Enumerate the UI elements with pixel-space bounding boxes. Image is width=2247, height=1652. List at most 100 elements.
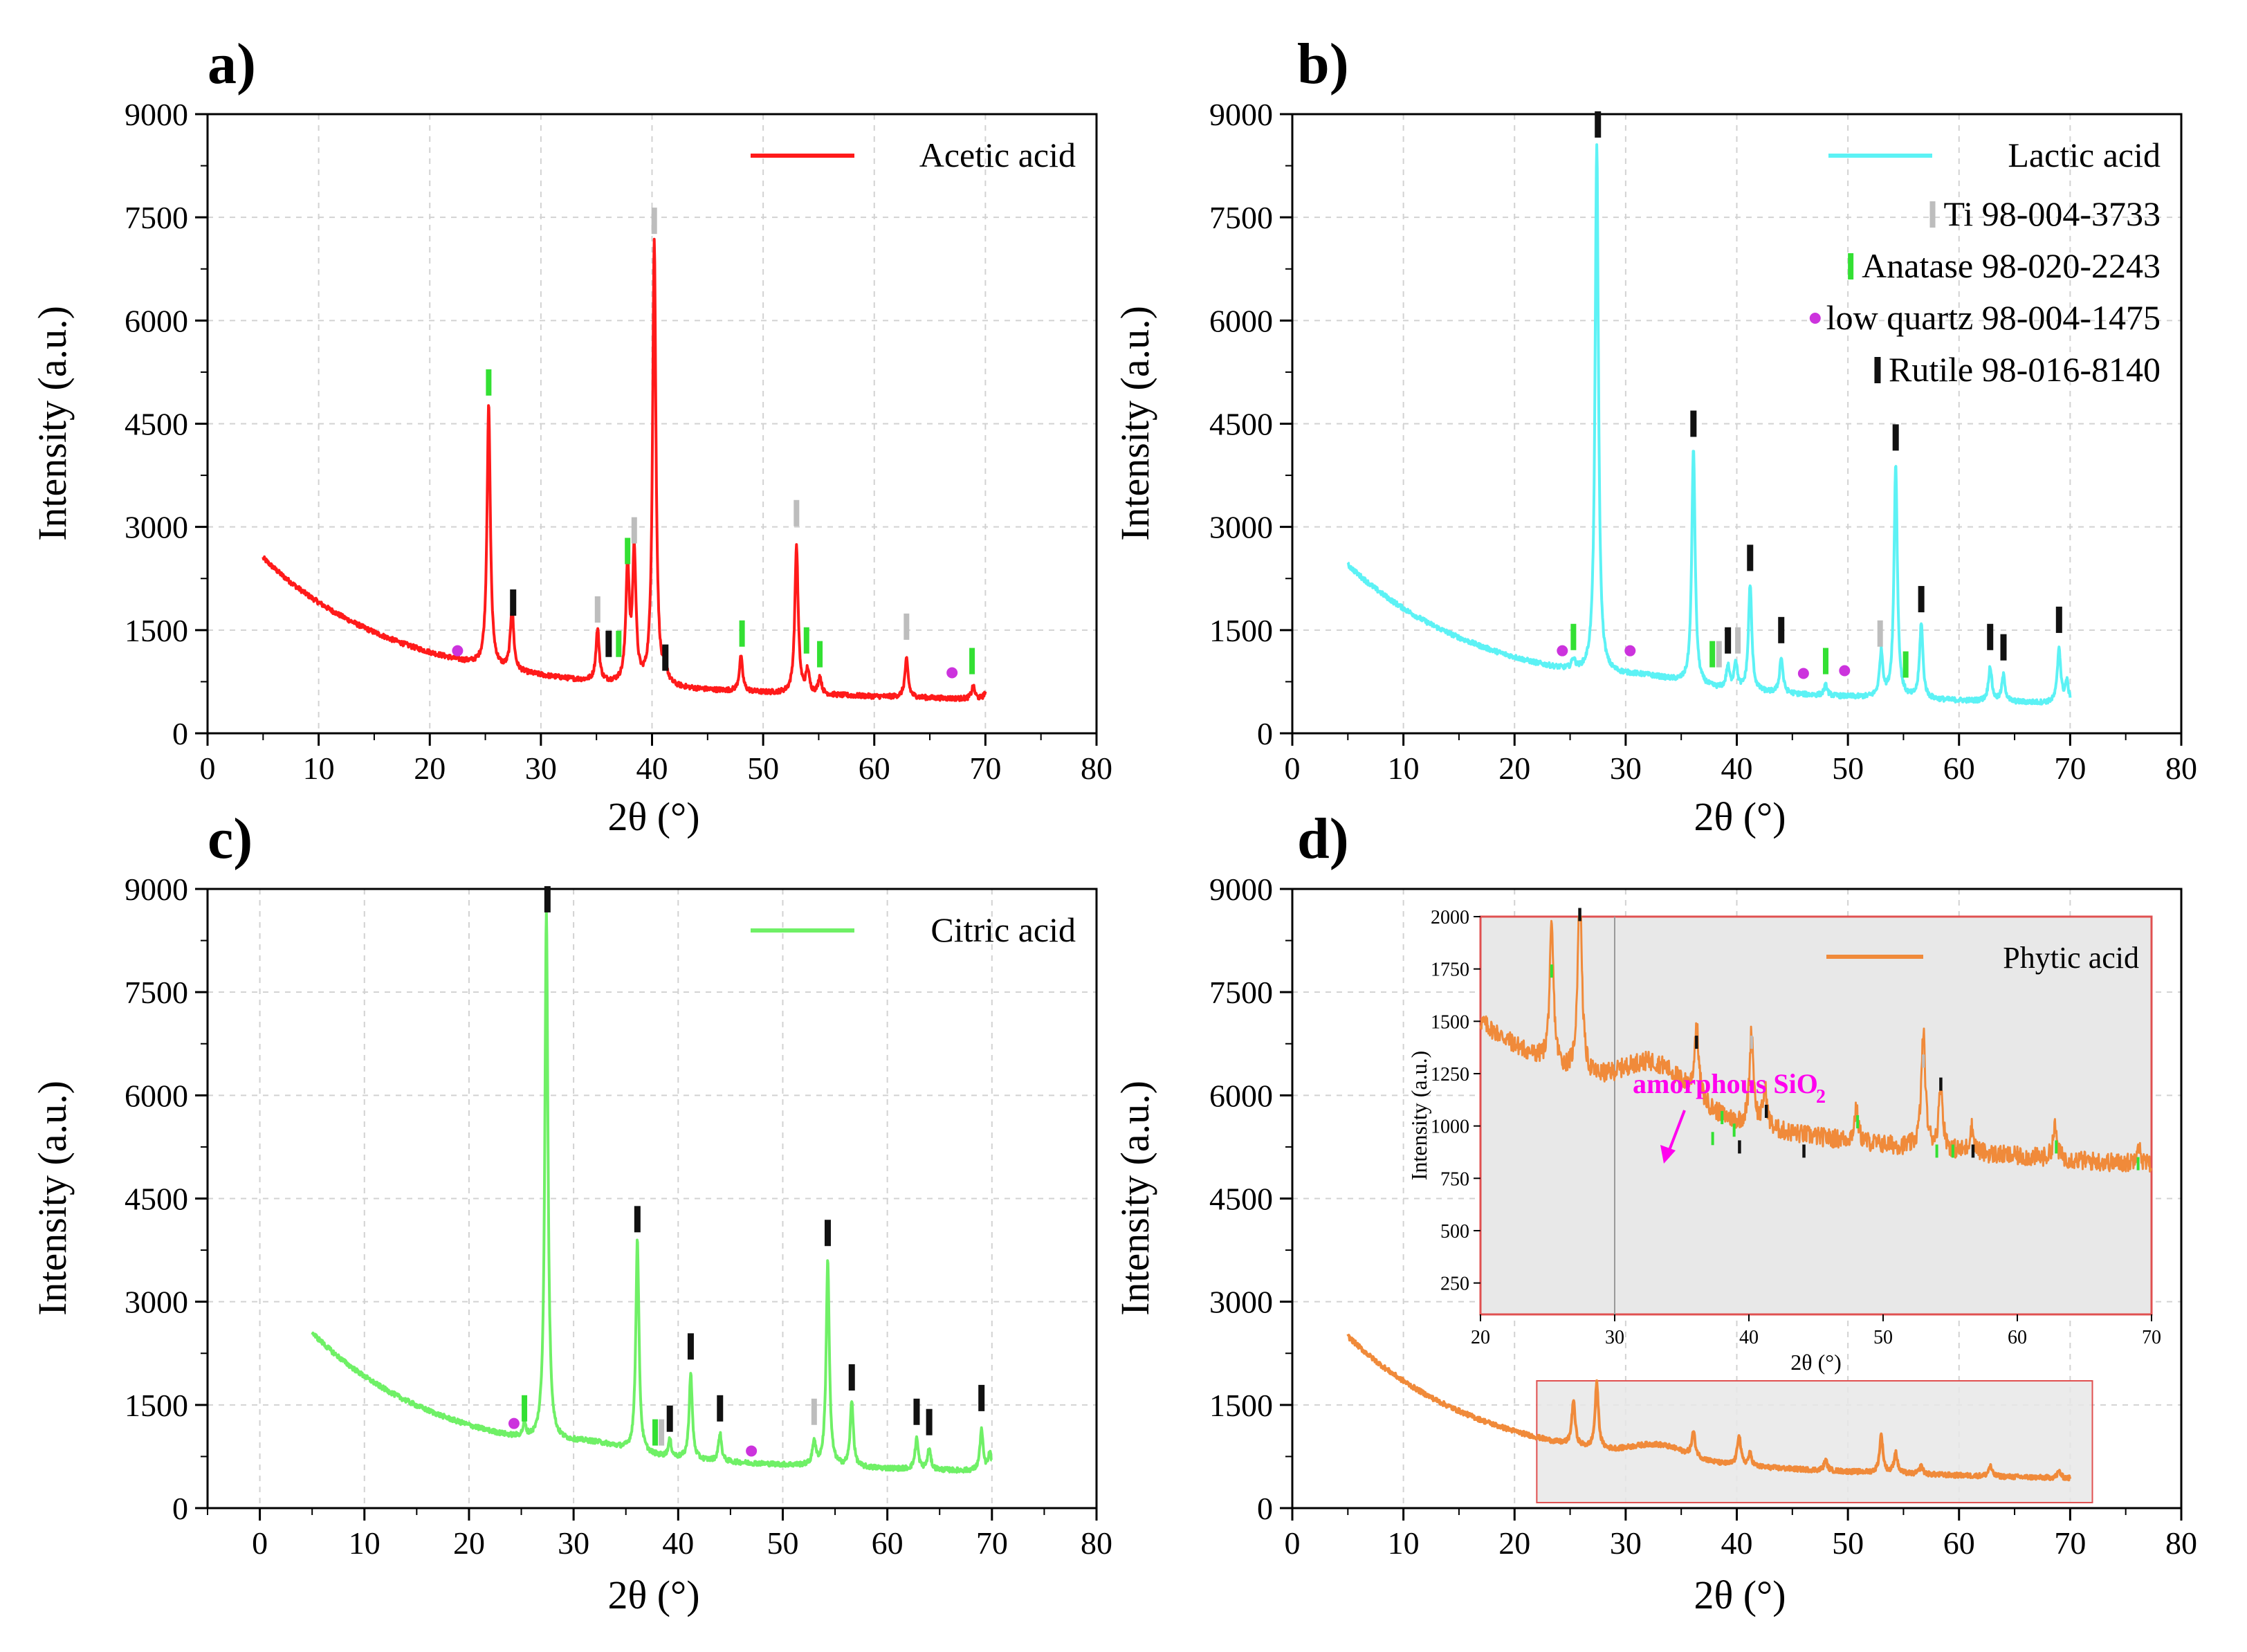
inset-phase-marker-rutile	[1578, 908, 1581, 921]
legend-marker-quartz	[1809, 313, 1821, 324]
annotation-arrow-head	[1660, 1145, 1676, 1164]
phase-marker-quartz	[946, 667, 958, 679]
inset-x-tick-label: 20	[1471, 1327, 1490, 1348]
y-tick-label: 1500	[125, 1388, 188, 1423]
y-tick-label: 0	[172, 716, 188, 751]
phase-marker-quartz	[1797, 668, 1809, 679]
panel-d: d) 0 10 20 30 40 50 60 70 80 0 1500 3000 4500 6000 7500…	[1112, 807, 2197, 1617]
y-tick-label: 3000	[125, 510, 188, 545]
x-tick-label: 20	[1498, 751, 1530, 786]
x-tick-label: 60	[859, 751, 890, 786]
phase-marker-anatase	[1902, 651, 1909, 678]
phase-marker-rutile	[717, 1395, 724, 1422]
x-tick-label: 0	[1285, 1525, 1301, 1561]
y-tick-label: 7500	[1209, 200, 1273, 235]
phase-marker-ti	[904, 613, 910, 640]
phase-marker-rutile	[510, 589, 517, 616]
x-tick-label: 0	[1285, 751, 1301, 786]
x-tick-label: 40	[1721, 751, 1753, 786]
panel-label: c)	[208, 807, 253, 871]
y-tick-label: 6000	[125, 1078, 188, 1113]
x-axis-label: 2θ (°)	[607, 1572, 699, 1617]
x-tick-label: 80	[1081, 751, 1112, 786]
phase-marker-anatase	[522, 1395, 528, 1422]
phase-marker-anatase	[486, 369, 492, 396]
y-tick-label: 1500	[1209, 1388, 1273, 1423]
phase-marker-quartz	[1624, 645, 1636, 657]
phase-marker-anatase	[625, 538, 631, 565]
y-tick-label: 3000	[125, 1285, 188, 1320]
x-axis-label: 2θ (°)	[1694, 794, 1786, 839]
phase-marker-rutile	[1747, 544, 1754, 571]
phase-marker-rutile	[1690, 410, 1697, 437]
phase-marker-rutile	[824, 1220, 831, 1247]
phase-marker-rutile	[1725, 627, 1732, 654]
legend-item-anatase: Anatase 98-020-2243	[1862, 246, 2161, 285]
inset-phase-marker-ti	[1922, 1054, 1925, 1068]
phase-marker-ti	[594, 596, 600, 623]
inset-frame	[1479, 915, 2153, 1316]
inset-y-tick-label: 2000	[1431, 907, 1469, 928]
panel-a: a) 0 10 20 30 40 50 60 70 80 0 1500 3000 4500 6000 7500…	[30, 32, 1112, 839]
y-axis-label: Intensity (a.u.)	[1112, 306, 1157, 541]
phase-marker-anatase	[739, 620, 745, 647]
x-tick-label: 0	[252, 1525, 268, 1561]
x-tick-label: 40	[662, 1525, 694, 1561]
inset-x-tick-label: 70	[2142, 1327, 2161, 1348]
inset-x-tick-label: 30	[1605, 1327, 1624, 1348]
x-tick-label: 50	[1832, 751, 1864, 786]
inset-phase-marker-ti	[1750, 1036, 1753, 1049]
panel-b: b) 0 10 20 30 40 50 60 70 80 0 1500 3000 4500 6000 7500…	[1112, 32, 2197, 839]
y-axis-label: Intensity (a.u.)	[30, 306, 75, 541]
phase-marker-rutile	[926, 1408, 933, 1435]
series-line-citric-acid	[311, 910, 993, 1474]
phase-marker-ti	[1735, 627, 1741, 654]
y-tick-label: 9000	[125, 872, 188, 907]
x-tick-label: 60	[1943, 751, 1975, 786]
x-tick-label: 30	[525, 751, 557, 786]
y-tick-label: 0	[1257, 716, 1273, 751]
y-tick-label: 7500	[1209, 975, 1273, 1010]
phase-marker-rutile	[2055, 606, 2062, 633]
panel-c: c) 0 10 20 30 40 50 60 70 80 0 1500 3000 4500 6000 7500…	[30, 807, 1112, 1617]
x-tick-label: 70	[2054, 751, 2086, 786]
y-tick-label: 1500	[125, 613, 188, 648]
phase-marker-ti	[811, 1398, 817, 1425]
inset-legend-label: Phytic acid	[2003, 941, 2139, 975]
x-tick-label: 70	[969, 751, 1001, 786]
inset-y-tick-label: 1000	[1431, 1117, 1469, 1138]
y-tick-label: 6000	[125, 303, 188, 338]
x-tick-label: 30	[1610, 751, 1642, 786]
y-tick-label: 9000	[125, 97, 188, 132]
y-tick-label: 3000	[1209, 1285, 1273, 1320]
inset-phase-marker-anatase	[1935, 1144, 1938, 1158]
inset-y-tick-label: 1500	[1431, 1011, 1469, 1033]
y-axis-label: Intensity (a.u.)	[1112, 1081, 1157, 1316]
phase-marker-rutile	[978, 1384, 985, 1411]
x-tick-label: 20	[453, 1525, 485, 1561]
phase-marker-rutile	[1778, 616, 1785, 643]
phase-marker-rutile	[662, 644, 669, 671]
inset-y-tick-label: 1750	[1431, 960, 1469, 981]
x-tick-label: 20	[414, 751, 446, 786]
phase-marker-rutile	[544, 885, 551, 912]
phase-marker-rutile	[666, 1405, 673, 1432]
y-tick-label: 4500	[1209, 1182, 1273, 1217]
inset-y-tick-label: 250	[1440, 1274, 1469, 1295]
phase-marker-quartz	[452, 645, 464, 657]
phase-marker-rutile	[687, 1333, 694, 1360]
panel-label: b)	[1297, 32, 1349, 96]
y-tick-label: 6000	[1209, 1078, 1273, 1113]
x-tick-label: 70	[2054, 1525, 2086, 1561]
phase-marker-quartz	[508, 1417, 520, 1429]
inset-phase-marker-rutile	[1802, 1144, 1806, 1158]
y-tick-label: 3000	[1209, 510, 1273, 545]
series-line-lactic-acid	[1346, 143, 2072, 706]
legend-marker-rutile	[1874, 357, 1881, 383]
legend-label: Citric acid	[930, 910, 1076, 949]
x-tick-label: 20	[1498, 1525, 1530, 1561]
inset-x-tick-label: 50	[1873, 1327, 1893, 1348]
phase-marker-rutile	[1987, 623, 1994, 650]
inset-phase-marker-rutile	[1939, 1077, 1943, 1091]
series-line-phytic-acid	[1346, 1333, 2072, 1482]
